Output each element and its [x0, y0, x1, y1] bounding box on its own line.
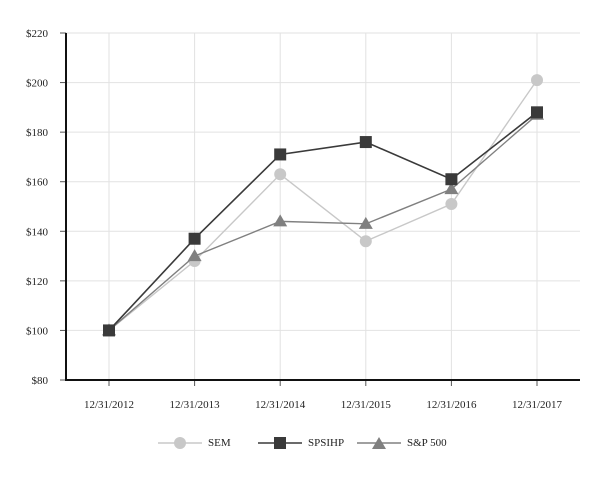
x-tick-label: 12/31/2013 [170, 399, 221, 411]
x-tick-label: 12/31/2017 [512, 399, 563, 411]
series-spsihp [103, 106, 543, 337]
data-series [102, 74, 544, 337]
data-point[interactable] [187, 249, 202, 262]
y-tick-label: $220 [26, 28, 49, 40]
y-tick-label: $120 [26, 276, 49, 288]
legend-label: SEM [208, 437, 231, 449]
data-point[interactable] [444, 182, 459, 195]
square-marker-icon [258, 437, 302, 449]
legend-item-sem[interactable]: SEM [158, 433, 231, 453]
legend-label: S&P 500 [407, 437, 447, 449]
data-point[interactable] [358, 216, 373, 229]
grid-lines [66, 32, 580, 380]
y-axis: $80 $100 $120 $140 $160 $180 $200 $220 [26, 28, 67, 387]
y-tick-label: $160 [26, 177, 49, 189]
series-sem [103, 74, 543, 337]
triangle-marker-icon [357, 437, 401, 449]
y-tick-label: $200 [26, 78, 49, 90]
data-point[interactable] [274, 148, 287, 161]
line-chart: $80 $100 $120 $140 $160 $180 $200 $220 12/31/20… [26, 28, 580, 411]
x-tick-label: 12/31/2012 [84, 399, 134, 411]
y-tick-label: $140 [26, 226, 49, 238]
circle-marker-icon [158, 437, 202, 449]
data-point[interactable] [188, 232, 201, 245]
series-s-p-500 [102, 107, 544, 336]
data-point[interactable] [359, 136, 372, 149]
x-tick-label: 12/31/2014 [255, 399, 306, 411]
data-point[interactable] [359, 235, 372, 248]
x-tick-label: 12/31/2016 [426, 399, 477, 411]
legend-item-sp500[interactable]: S&P 500 [357, 433, 447, 453]
x-tick-label: 12/31/2015 [341, 399, 392, 411]
legend: SEM SPSIHP S&P 500 [0, 433, 613, 453]
data-point[interactable] [445, 198, 458, 211]
data-point[interactable] [531, 74, 543, 87]
data-point[interactable] [103, 324, 115, 337]
data-point[interactable] [273, 214, 288, 227]
y-tick-label: $100 [26, 325, 49, 337]
y-tick-label: $80 [32, 375, 49, 387]
x-axis: 12/31/2012 12/31/2013 12/31/2014 12/31/2015… [65, 379, 580, 411]
legend-item-spsihp[interactable]: SPSIHP [258, 433, 344, 453]
data-point[interactable] [274, 168, 287, 181]
y-tick-label: $180 [26, 127, 49, 139]
legend-label: SPSIHP [308, 437, 345, 449]
data-point[interactable] [445, 173, 458, 186]
data-point[interactable] [531, 106, 543, 119]
